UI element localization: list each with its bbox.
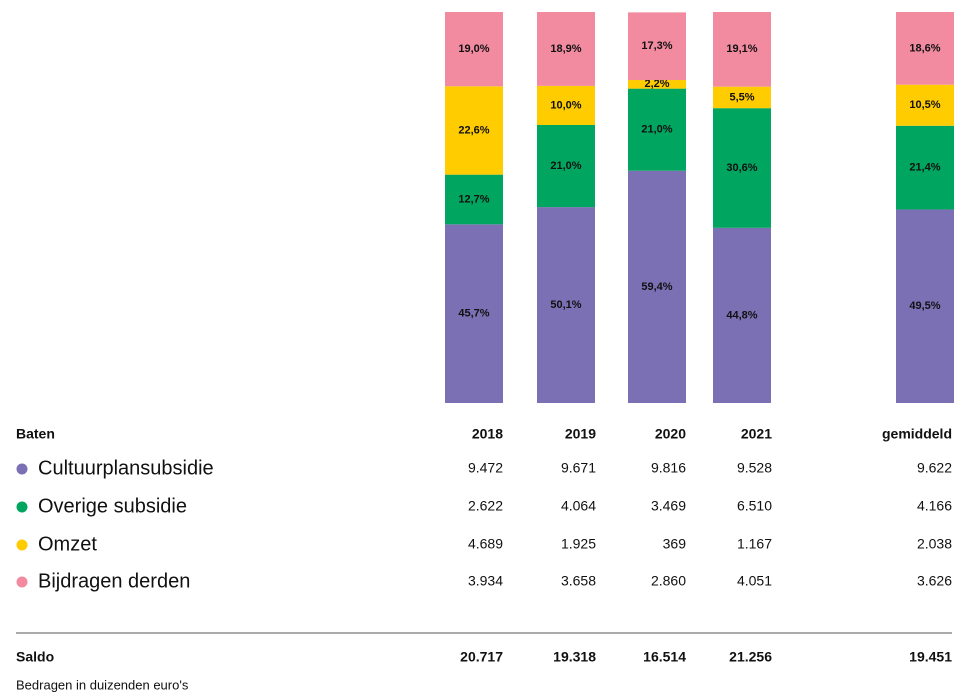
cell: 2.038 (917, 536, 952, 552)
cell: 1.925 (561, 536, 596, 552)
cell: 3.658 (561, 573, 596, 589)
cell: 4.051 (737, 573, 772, 589)
segment-label: 10,5% (909, 99, 940, 111)
bar-segment (896, 209, 954, 403)
column-header: 2020 (655, 426, 686, 442)
segment-label: 19,0% (458, 43, 489, 55)
cell: 9.816 (651, 460, 686, 476)
bar-segment (445, 174, 503, 225)
footnote: Bedragen in duizenden euro's (16, 677, 189, 692)
bar-segment (628, 80, 686, 89)
bar-segment (713, 227, 771, 403)
column-header: 2019 (565, 426, 596, 442)
legend-dot (16, 501, 28, 513)
cell: 3.934 (468, 573, 503, 589)
cell: 3.626 (917, 573, 952, 589)
total-cell: 16.514 (643, 649, 686, 665)
bar-segment (537, 12, 595, 86)
cell: 2.622 (468, 498, 503, 514)
bar-segment (896, 12, 954, 85)
bar-segment (537, 124, 595, 208)
bar-segment (537, 207, 595, 403)
row-name: Overige subsidie (38, 495, 187, 517)
segment-label: 17,3% (641, 40, 672, 52)
segment-label: 21,0% (641, 124, 672, 136)
bar-segment (628, 170, 686, 403)
segment-label: 59,4% (641, 281, 672, 293)
column-header: 2018 (472, 426, 503, 442)
cell: 369 (663, 536, 687, 552)
column-header: gemiddeld (882, 426, 952, 442)
segment-label: 30,6% (726, 162, 757, 174)
legend-dot (16, 539, 28, 551)
segment-label: 18,6% (909, 42, 940, 54)
bar-segment (628, 12, 686, 81)
segment-label: 45,7% (458, 308, 489, 320)
segment-label: 21,0% (550, 160, 581, 172)
row-name: Omzet (38, 533, 97, 555)
segment-label: 44,8% (726, 309, 757, 321)
bar-segment (713, 12, 771, 87)
cell: 4.166 (917, 498, 952, 514)
cell: 9.528 (737, 460, 772, 476)
segment-label: 5,5% (729, 91, 754, 103)
cell: 4.689 (468, 536, 503, 552)
total-cell: 21.256 (729, 649, 772, 665)
legend-dot (16, 576, 28, 588)
total-cell: 20.717 (460, 649, 503, 665)
segment-label: 18,9% (550, 43, 581, 55)
cell: 3.469 (651, 498, 686, 514)
cell: 1.167 (737, 536, 772, 552)
row-name: Cultuurplansubsidie (38, 457, 214, 479)
row-name: Bijdragen derden (38, 570, 190, 592)
bar-segment (628, 88, 686, 171)
cell: 9.472 (468, 460, 503, 476)
cell: 9.622 (917, 460, 952, 476)
legend-dot (16, 463, 28, 475)
total-cell: 19.451 (909, 649, 952, 665)
bar-segment (445, 224, 503, 403)
cell: 9.671 (561, 460, 596, 476)
cell: 4.064 (561, 498, 596, 514)
bar-segment (445, 12, 503, 87)
bar-segment (445, 86, 503, 175)
total-cell: 19.318 (553, 649, 596, 665)
table-header: Baten (16, 426, 55, 442)
cell: 2.860 (651, 573, 686, 589)
bar-segment (896, 84, 954, 126)
bar-segment (713, 108, 771, 228)
cell: 6.510 (737, 498, 772, 514)
bar-segment (713, 86, 771, 109)
segment-label: 21,4% (909, 162, 940, 174)
segment-label: 22,6% (458, 124, 489, 136)
segment-label: 2,2% (644, 78, 669, 90)
column-header: 2021 (741, 426, 772, 442)
segment-label: 10,0% (550, 99, 581, 111)
segment-label: 12,7% (458, 193, 489, 205)
bar-segment (896, 125, 954, 210)
segment-label: 19,1% (726, 43, 757, 55)
total-label: Saldo (16, 649, 54, 665)
segment-label: 49,5% (909, 300, 940, 312)
bar-segment (537, 85, 595, 125)
segment-label: 50,1% (550, 299, 581, 311)
